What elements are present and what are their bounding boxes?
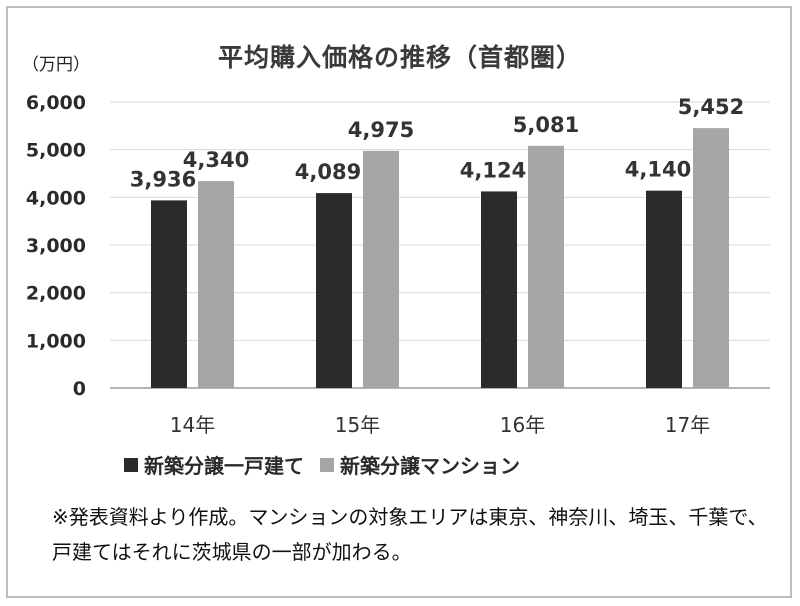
bar <box>646 190 682 388</box>
y-axis-unit-label: （万円） <box>22 55 90 75</box>
bar <box>316 193 352 388</box>
y-tick-label: 1,000 <box>26 330 86 352</box>
bars <box>151 128 729 388</box>
data-label: 5,081 <box>513 113 579 137</box>
y-tick-labels: 0 1,000 2,000 3,000 4,000 5,000 6,000 <box>26 92 86 400</box>
x-tick-label: 14年 <box>170 413 215 437</box>
y-tick-label: 6,000 <box>26 92 86 114</box>
data-label: 5,452 <box>678 95 744 119</box>
data-label: 4,124 <box>460 158 526 182</box>
y-tick-label: 2,000 <box>26 283 86 305</box>
legend: 新築分譲一戸建て 新築分譲マンション <box>124 450 536 479</box>
x-tick-label: 16年 <box>500 413 545 437</box>
bar <box>481 191 517 388</box>
bar <box>363 150 399 388</box>
x-tick-label: 15年 <box>335 413 380 437</box>
footnote: ※発表資料より作成。マンションの対象エリアは東京、神奈川、埼玉、千葉で、戸建ては… <box>52 505 768 564</box>
x-tick-labels: 14年 15年 16年 17年 <box>170 413 710 437</box>
data-label: 3,936 <box>130 167 196 191</box>
chart-title: 平均購入価格の推移（首都圏） <box>217 43 582 72</box>
y-tick-label: 3,000 <box>26 235 86 257</box>
legend-swatch-condominium <box>320 457 334 472</box>
y-tick-label: 0 <box>73 378 86 400</box>
bar <box>151 200 187 388</box>
bar <box>528 145 564 388</box>
legend-item-condominium: 新築分譲マンション <box>320 450 520 479</box>
bar <box>198 181 234 388</box>
legend-label-condominium: 新築分譲マンション <box>340 454 520 478</box>
y-tick-label: 5,000 <box>26 140 86 162</box>
bar <box>693 128 729 388</box>
legend-label-detached-house: 新築分譲一戸建て <box>144 454 304 478</box>
data-label: 4,140 <box>625 158 691 182</box>
legend-item-detached-house: 新築分譲一戸建て <box>124 450 304 479</box>
y-tick-label: 4,000 <box>26 187 86 209</box>
data-label: 4,089 <box>295 160 361 184</box>
data-label: 4,975 <box>348 118 414 142</box>
data-label: 4,340 <box>183 148 249 172</box>
legend-swatch-detached-house <box>124 457 138 472</box>
x-tick-label: 17年 <box>665 413 710 437</box>
